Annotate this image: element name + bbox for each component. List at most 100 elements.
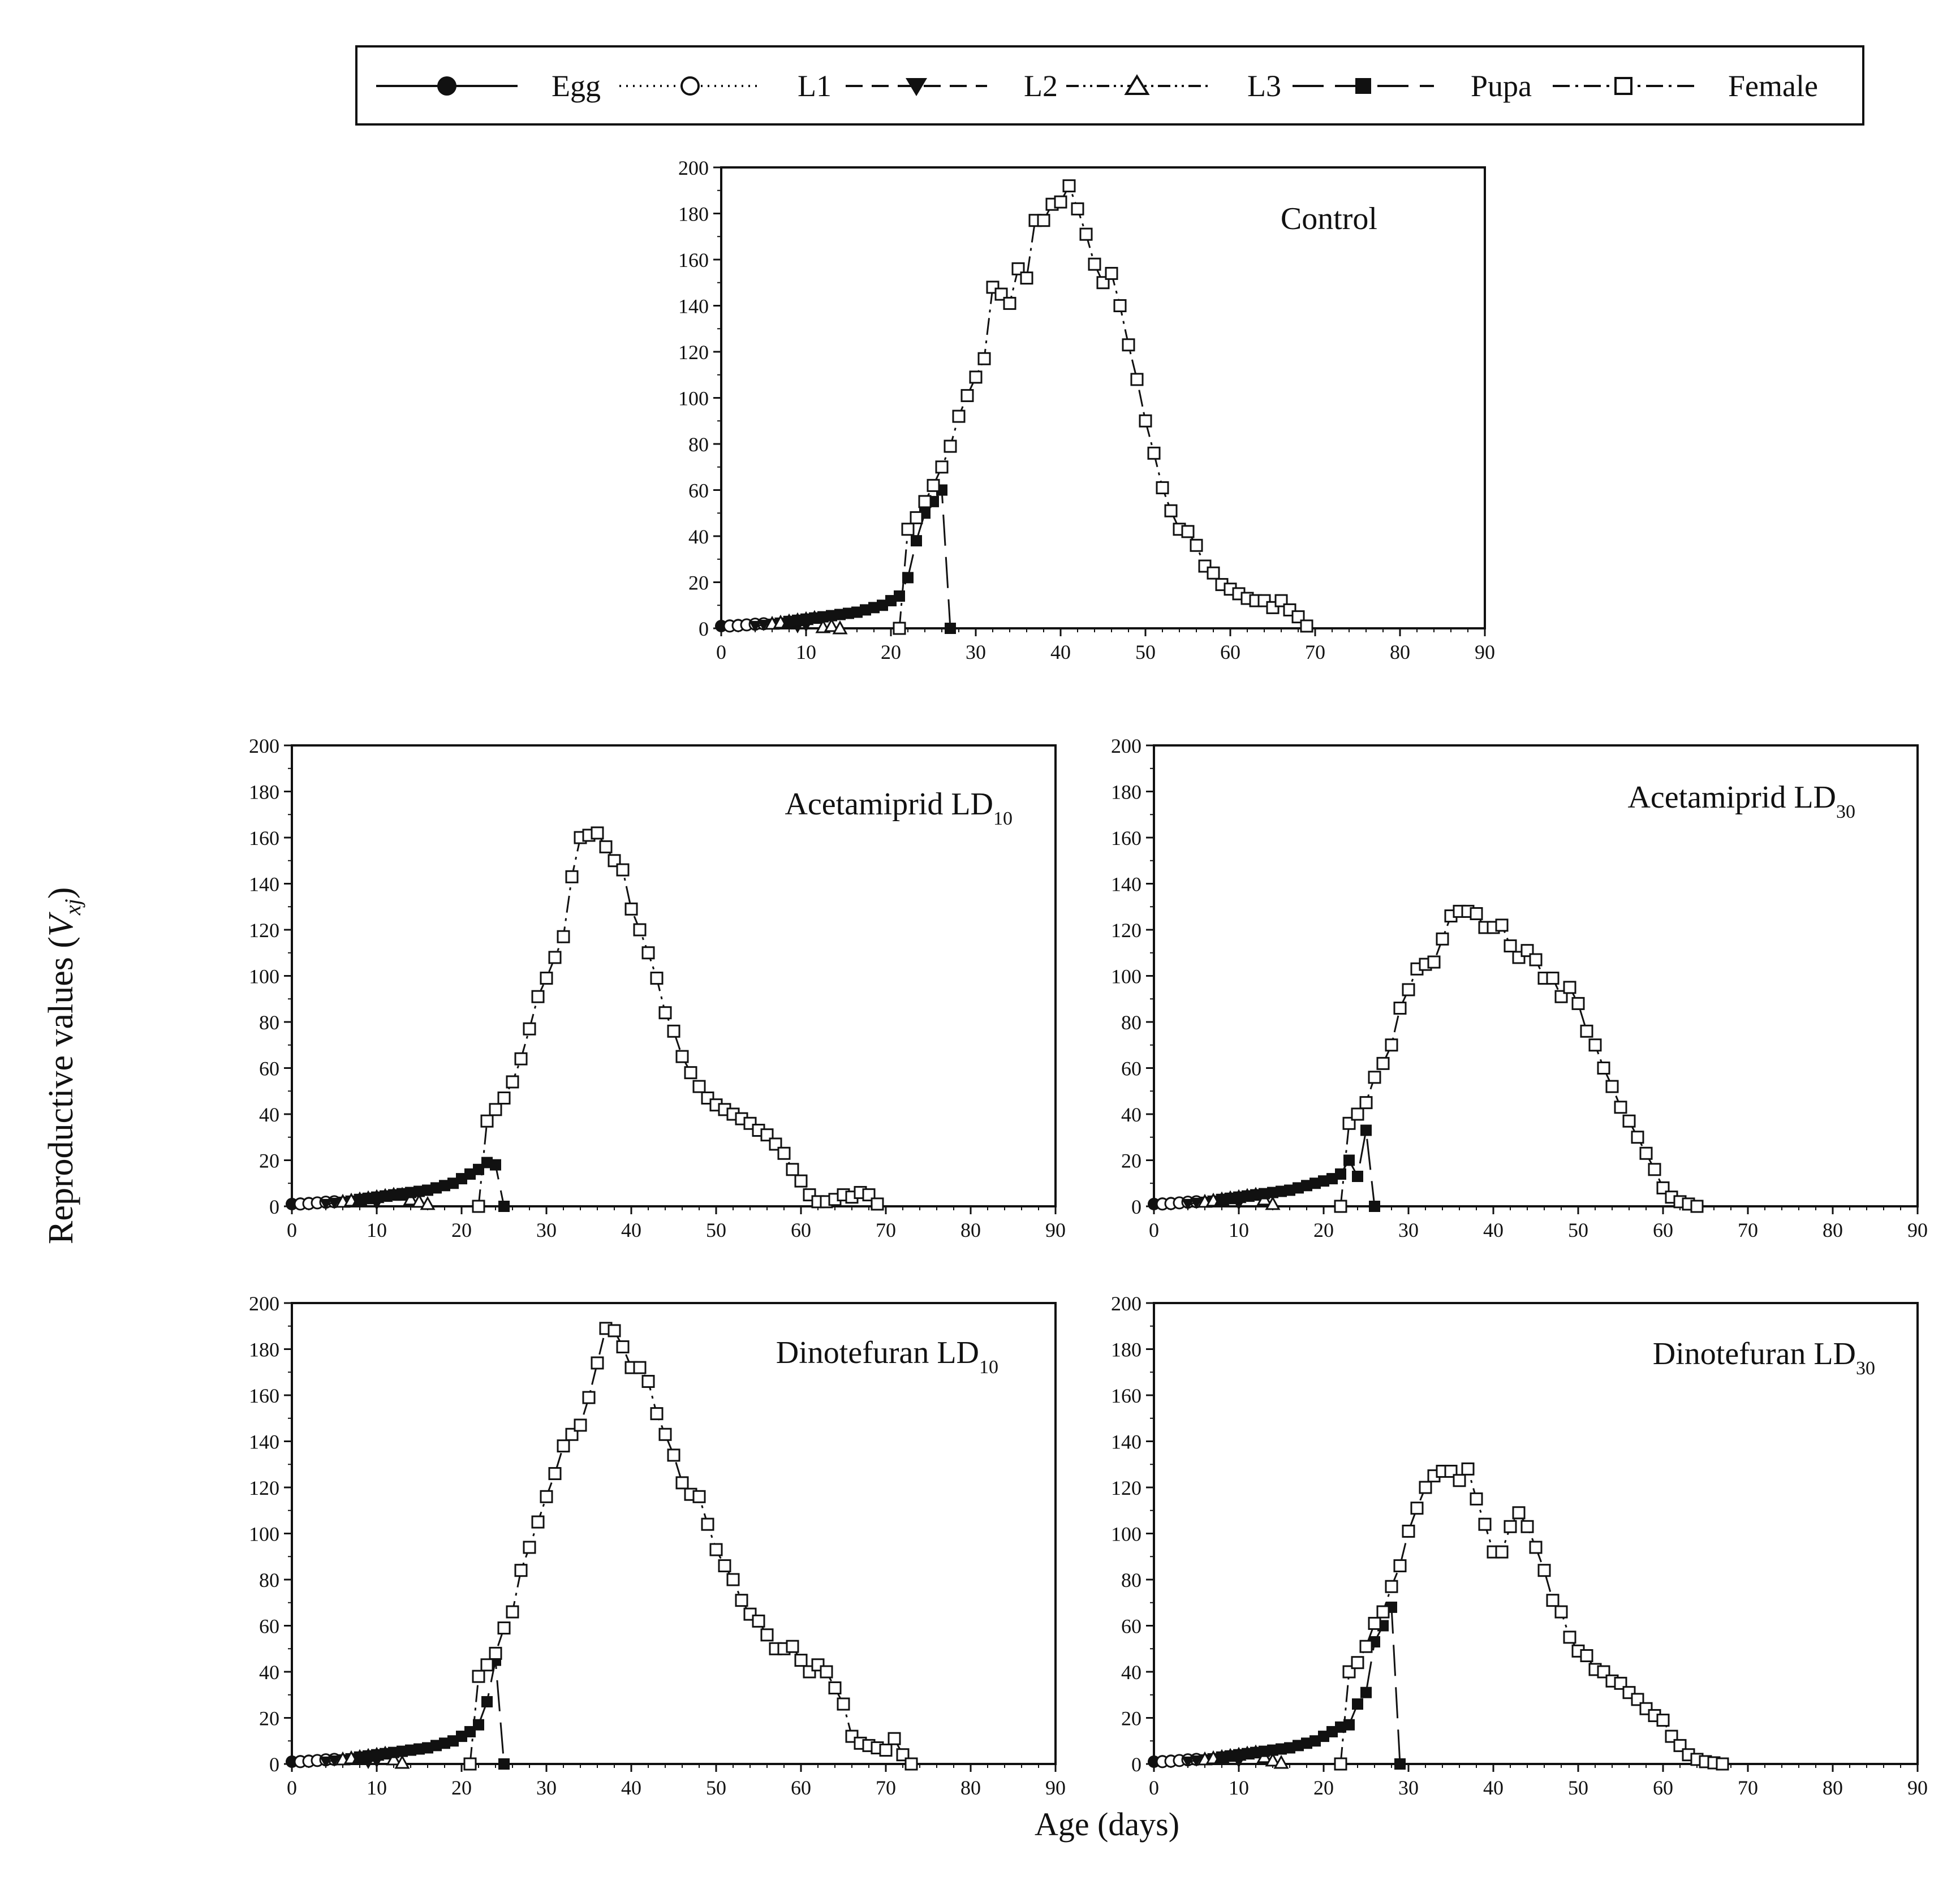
y-tick-label: 200 [678,157,709,179]
data-point-female [523,1022,536,1036]
y-tick-label: 100 [249,965,279,988]
x-tick-label: 0 [287,1219,297,1241]
y-tick-label: 120 [249,1477,279,1499]
y-tick-label: 40 [1121,1103,1141,1126]
data-point-female [1147,446,1161,460]
data-point-female [633,923,647,937]
y-tick-label: 100 [1111,965,1141,988]
data-point-female [480,1658,494,1672]
data-point-female [472,1200,485,1213]
x-tick-label: 70 [876,1219,896,1241]
y-tick-label: 20 [688,572,709,594]
y-tick-label: 0 [269,1753,279,1776]
panel-title: Dinotefuran LD10 [776,1335,998,1378]
x-tick-label: 40 [621,1219,641,1241]
data-point-female [944,439,957,453]
data-point-female [935,460,949,474]
data-point-pupa [498,1201,510,1212]
data-point-female [1071,202,1084,215]
data-point-l3 [1273,1754,1289,1769]
legend-label-l2: L2 [1024,69,1058,103]
data-point-female [557,930,570,943]
y-tick-label: 160 [249,1384,279,1407]
data-point-l3 [824,618,839,632]
data-point-female [489,1103,502,1116]
y-tick-label: 100 [1111,1523,1141,1546]
data-point-female [1402,983,1415,997]
data-point-pupa [911,535,922,547]
data-point-female [1529,1541,1543,1554]
data-point-female [1495,918,1509,932]
y-tick-label: 80 [688,433,709,456]
data-point-l2 [757,619,770,631]
y-tick-label: 60 [688,480,709,502]
panel-title-subscript: 30 [1856,1358,1875,1379]
data-point-female [1351,1107,1364,1121]
data-point-female [735,1594,748,1607]
data-point-female [1334,1757,1347,1771]
series-female [1334,1462,1729,1771]
x-tick-label: 20 [451,1219,472,1241]
y-tick-label: 120 [1111,1477,1141,1499]
panel-title-subscript: 10 [993,808,1013,829]
data-point-female [1614,1101,1627,1114]
x-tick-label: 0 [1149,1776,1159,1799]
data-point-female [692,1080,706,1093]
series-female [893,179,1313,635]
y-tick-label: 0 [699,618,709,640]
y-tick-label: 0 [1131,1196,1141,1218]
panel-title-main: Dinotefuran LD [776,1335,979,1370]
panel-title: Control [1281,201,1377,236]
x-tick-label: 40 [621,1776,641,1799]
data-point-female [1495,1545,1509,1559]
data-point-female [1639,1146,1653,1160]
data-point-female [1563,1630,1576,1644]
x-tick-label: 10 [1229,1219,1249,1241]
data-point-female [531,990,545,1003]
data-point-female [1003,296,1016,310]
data-point-female [506,1605,519,1619]
data-point-female [1130,373,1144,386]
y-tick-label: 20 [259,1150,279,1172]
y-tick-label: 140 [678,295,709,318]
panel-title: Acetamiprid LD10 [785,787,1013,829]
legend-entry-l2: L2 [846,69,1058,103]
data-point-female [684,1066,697,1080]
legend-entry-l3: L3 [1066,69,1281,103]
data-point-female [1470,1492,1483,1506]
x-tick-label: 70 [1738,1219,1758,1241]
data-point-female [616,1340,630,1353]
x-tick-label: 40 [1050,641,1071,663]
data-point-pupa [481,1696,493,1707]
data-point-female [794,1174,808,1188]
legend-label-egg: Egg [552,69,601,103]
data-point-female [489,1646,502,1660]
legend-label-l1: L1 [798,69,832,103]
data-point-female [1436,932,1449,946]
data-point-female [1113,299,1127,312]
data-point-l2 [328,1755,341,1767]
y-tick-label: 180 [1111,1339,1141,1361]
data-point-female [582,1391,596,1404]
x-tick-label: 50 [1568,1219,1588,1241]
data-point-female [1385,1038,1398,1052]
x-tick-label: 90 [1907,1776,1928,1799]
x-tick-label: 0 [287,1776,297,1799]
series-female [1334,904,1704,1213]
data-point-female [1461,1462,1475,1476]
data-point-female [952,409,966,423]
data-point-female [1546,1594,1560,1607]
x-tick-label: 0 [1149,1219,1159,1241]
data-point-female [1368,1071,1381,1084]
x-tick-label: 90 [1907,1219,1928,1241]
x-tick-label: 60 [1220,641,1240,663]
data-point-female [901,523,915,536]
data-point-l3 [420,1196,436,1210]
x-tick-label: 10 [1229,1776,1249,1799]
data-point-female [1020,271,1033,285]
y-tick-label: 0 [269,1196,279,1218]
x-tick-label: 20 [451,1776,472,1799]
data-point-female [1419,1481,1432,1494]
x-tick-label: 50 [706,1219,726,1241]
